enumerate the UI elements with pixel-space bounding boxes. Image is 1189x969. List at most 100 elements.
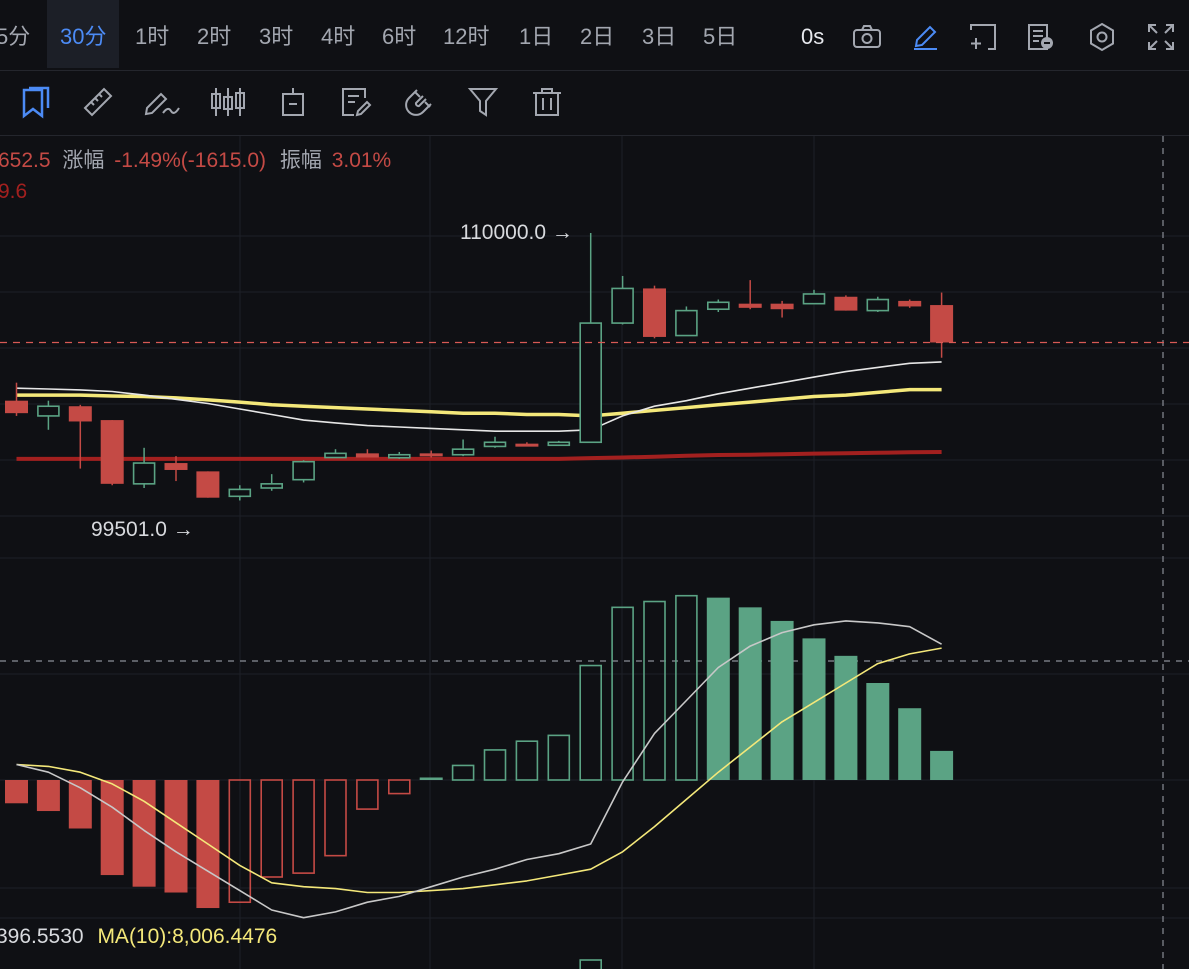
macd-bar: [866, 683, 890, 780]
info-line-1: 652.5 涨幅 -1.49%(-1615.0) 振幅 3.01%: [0, 144, 391, 174]
strategy-icon[interactable]: [1026, 22, 1056, 57]
macd-bar: [770, 620, 794, 780]
high-annotation: 110000.0 →: [460, 221, 573, 244]
amplitude-label: 振幅: [279, 149, 322, 172]
candle-body: [68, 406, 92, 422]
timeframe-tab-4[interactable]: 3时: [259, 24, 294, 49]
note-icon[interactable]: [340, 86, 372, 123]
camera-icon[interactable]: [852, 22, 882, 57]
candle-body: [37, 405, 60, 417]
macd-bar: [5, 780, 28, 804]
macd-bar: [898, 708, 922, 780]
timeframe-tab-5[interactable]: 4时: [321, 24, 356, 49]
trash-icon[interactable]: [531, 86, 563, 123]
timeframe-tab-0[interactable]: 5分: [0, 24, 31, 49]
candles-icon[interactable]: [210, 86, 246, 123]
position-icon[interactable]: [280, 86, 306, 123]
candle-body: [132, 462, 156, 485]
info-line-2: 9.6: [0, 180, 27, 204]
candle-body: [706, 301, 730, 311]
filter-icon[interactable]: [467, 86, 499, 123]
macd-next-bar: [579, 959, 603, 969]
macd-bar: [483, 749, 507, 781]
macd-value-fragment: 396.5530: [0, 925, 84, 948]
overlay: 110000.0 → 99501.0 →: [0, 221, 1189, 541]
amplitude-value: 3.01%: [331, 149, 392, 172]
candle-body: [675, 309, 698, 337]
candle-body: [451, 448, 475, 456]
candle-body: [260, 483, 284, 489]
candle-body: [164, 463, 188, 470]
ma-value-fragment: 9.6: [0, 180, 28, 203]
candle-body: [419, 453, 443, 457]
candle-body: [515, 443, 539, 447]
macd-bar: [611, 606, 634, 781]
macd-bar: [579, 664, 603, 781]
brush-icon[interactable]: [143, 86, 181, 123]
draw-pencil-icon[interactable]: [911, 22, 941, 57]
ma-lines: [16, 361, 942, 461]
macd-bar: [100, 780, 124, 876]
timeframe-tab-10[interactable]: 3日: [642, 24, 677, 49]
grid: [0, 136, 1189, 969]
macd-bar: [228, 779, 252, 904]
candle-body: [898, 300, 922, 307]
macd-bar: [324, 779, 347, 857]
kline-chart[interactable]: 110000.0 → 99501.0 →: [0, 136, 1189, 969]
macd-ma-label: MA(10):8,006.4476: [97, 925, 278, 948]
candle-body: [100, 420, 124, 484]
timeframe-tab-7[interactable]: 12时: [443, 24, 490, 49]
candle-body: [834, 296, 858, 311]
candle-body: [387, 453, 411, 459]
timeframe-tab-9[interactable]: 2日: [580, 24, 615, 49]
candle-body: [547, 441, 571, 447]
macd-panel: [5, 594, 954, 969]
candle-body: [228, 488, 252, 498]
macd-bar: [36, 780, 60, 812]
macd-bar: [451, 764, 475, 781]
ma-red-line: [16, 450, 942, 461]
ruler-icon[interactable]: [82, 86, 114, 123]
candle-body: [866, 298, 890, 312]
candle-body: [196, 471, 220, 498]
candle-body: [611, 287, 634, 324]
macd-bar: [132, 780, 156, 887]
candle-body: [802, 293, 826, 305]
cursor-select-icon[interactable]: [20, 86, 52, 125]
candle-body: [579, 322, 603, 444]
candle-body: [355, 453, 379, 458]
change-value: -1.49%(-1615.0): [114, 149, 266, 172]
timeframe-tab-1[interactable]: 30分: [47, 0, 120, 68]
candle-body: [770, 303, 794, 310]
macd-bar: [834, 655, 858, 780]
macd-bar: [706, 597, 730, 780]
timeframe-tab-6[interactable]: 6时: [382, 24, 417, 49]
macd-bar: [643, 600, 666, 781]
candle-body: [5, 400, 28, 414]
countdown-timer: 0s: [801, 24, 825, 49]
macd-bar: [802, 638, 826, 780]
macd-bar: [515, 740, 539, 781]
fullscreen-icon[interactable]: [1146, 22, 1176, 57]
low-annotation: 99501.0 →: [91, 518, 194, 541]
candle-body: [292, 460, 315, 481]
macd-bar: [356, 779, 379, 810]
timeframe-bar: 5分 30分 1时 2时 3时 4时 6时 12时 1日 2日 3日 5日 0s: [0, 0, 1189, 71]
settings-icon[interactable]: [1087, 22, 1117, 57]
candle-body: [738, 303, 762, 308]
macd-bar: [930, 750, 954, 780]
macd-dif-line: [16, 620, 942, 919]
macd-info: 396.5530 MA(10):8,006.4476: [0, 925, 277, 949]
macd-signal-line: [16, 647, 942, 894]
candle-body: [324, 452, 347, 459]
macd-bar: [292, 779, 315, 874]
timeframe-tab-3[interactable]: 2时: [197, 24, 232, 49]
timeframe-tab-2[interactable]: 1时: [135, 24, 170, 49]
price-fragment: 652.5: [0, 149, 51, 172]
magnet-icon[interactable]: [403, 86, 435, 123]
timeframe-tab-8[interactable]: 1日: [519, 24, 554, 49]
add-chart-icon[interactable]: [968, 22, 998, 57]
macd-bar: [547, 734, 571, 781]
timeframe-tab-11[interactable]: 5日: [703, 24, 738, 49]
ma-yellow-line: [16, 387, 942, 418]
